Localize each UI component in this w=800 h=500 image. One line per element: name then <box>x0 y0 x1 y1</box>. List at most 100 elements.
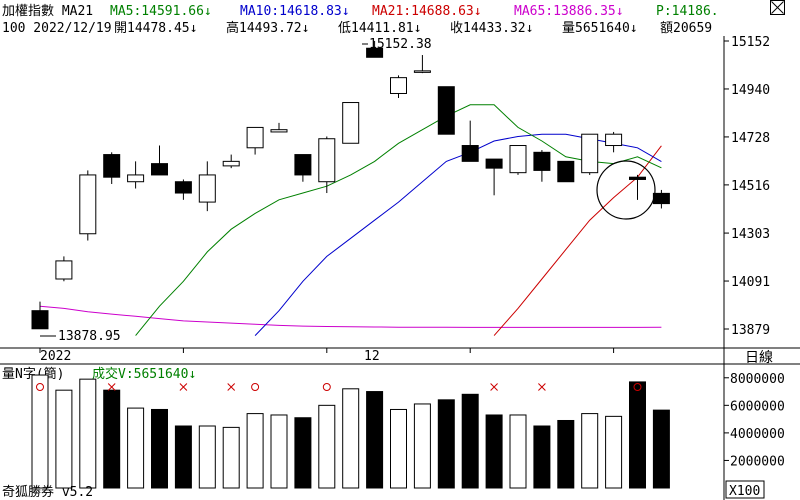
volume-bar-down <box>437 399 455 489</box>
signal-circle <box>633 383 642 391</box>
quote-high: 高14493.72↓ <box>226 20 309 36</box>
candle-down <box>461 145 479 162</box>
price-axis-label: 14940 <box>731 83 770 98</box>
low-label: 13878.95 <box>58 329 121 344</box>
volume-signals <box>36 383 642 391</box>
volume-bar-down <box>629 381 646 489</box>
quote-amount: 額20659 <box>660 21 712 36</box>
ma-legend: MA5:14591.66↓ MA10:14618.83↓ MA21:14688.… <box>110 4 719 19</box>
ma65-line <box>39 305 662 328</box>
volume-bar-down <box>461 393 479 489</box>
signal-cross <box>490 383 498 391</box>
candle-up <box>79 174 97 235</box>
volume-bar-up <box>509 414 527 489</box>
candle-up <box>605 133 623 147</box>
volume-bars <box>31 374 670 489</box>
x-tick-marks <box>39 348 615 353</box>
volume-bar-down <box>366 391 384 489</box>
quote-open: 開14478.45↓ <box>114 21 197 36</box>
price-axis-label: 14091 <box>731 275 770 290</box>
volume-axis-label: 6000000 <box>730 399 785 414</box>
candle-up <box>270 129 288 133</box>
volume-bar-up <box>198 425 216 489</box>
candle-down <box>31 310 49 330</box>
period-label[interactable]: 日線 <box>745 350 773 366</box>
volume-bar-down <box>652 409 670 489</box>
volume-axis-label: 8000000 <box>730 372 785 387</box>
price-axis-label: 14516 <box>731 179 770 194</box>
price-axis: 15152 14940 14728 14516 14303 14091 13879 <box>724 35 770 338</box>
price-axis-label: 15152 <box>731 35 770 50</box>
candle-up <box>390 77 407 94</box>
quote-low: 低14411.81↓ <box>338 21 421 36</box>
volume-bar-down <box>174 425 192 489</box>
volume-bar-up <box>222 426 240 489</box>
volume-bar-up <box>581 413 599 489</box>
candle-down <box>557 160 575 183</box>
candle-down <box>151 163 168 176</box>
signal-cross <box>179 383 188 391</box>
highlight-circle <box>596 160 656 220</box>
volume-bar-up <box>318 404 336 489</box>
candle-down <box>629 176 646 180</box>
zoom-label[interactable]: X100 <box>729 484 760 499</box>
candles <box>31 40 670 330</box>
high-label: 15152.38 <box>369 37 432 52</box>
volume-bar-up <box>55 389 73 489</box>
close-icon[interactable] <box>770 0 785 15</box>
candle-up <box>55 260 73 280</box>
volume-bar-down <box>294 417 312 489</box>
candle-up <box>413 70 431 73</box>
candle-down <box>533 151 551 171</box>
x-label-12: 12 <box>364 349 380 364</box>
volume-bar-up <box>270 414 288 489</box>
volume-bar-up <box>605 415 623 489</box>
candle-up <box>222 160 240 167</box>
price-axis-label: 14303 <box>731 227 770 242</box>
volume-bar-down <box>533 425 551 489</box>
volume-bar-up <box>31 374 49 489</box>
p-legend: P:14186. <box>656 4 719 19</box>
volume-bar-up <box>79 378 97 489</box>
candle-up <box>246 126 264 149</box>
volume-label: 成交V:5651640↓ <box>92 366 196 382</box>
candle-down <box>437 86 455 135</box>
candle-down <box>652 192 670 205</box>
ma10-legend: MA10:14618.83↓ <box>240 4 350 19</box>
volume-bar-up <box>413 403 431 489</box>
candle-down <box>103 154 121 178</box>
ma5-line <box>135 104 662 336</box>
quote-date: 100 2022/12/19 <box>2 21 112 36</box>
candle-up <box>127 174 145 183</box>
signal-cross <box>538 383 546 391</box>
volume-bar-up <box>127 407 145 489</box>
volume-axis: 8000000 6000000 4000000 2000000 <box>724 372 785 469</box>
volume-bar-down <box>151 408 168 489</box>
volume-bar-down <box>103 389 121 489</box>
volume-bar-up <box>390 408 407 489</box>
ma21-line <box>493 145 662 336</box>
candle-up <box>509 145 527 174</box>
ma5-legend: MA5:14591.66↓ <box>110 4 212 19</box>
candle-down <box>174 181 192 194</box>
ma21-legend: MA21:14688.63↓ <box>372 4 482 19</box>
signal-cross <box>227 383 236 391</box>
signal-circle <box>251 383 260 391</box>
price-axis-label: 13879 <box>731 323 770 338</box>
quote-volume: 量5651640↓ <box>562 21 638 36</box>
brand-label: 奇狐勝券 v5.2 <box>2 484 93 500</box>
quote-close: 收14433.32↓ <box>450 21 533 36</box>
price-axis-label: 14728 <box>731 131 770 146</box>
volume-panel-title: 量N字(簡) <box>2 367 64 382</box>
candle-up <box>581 133 599 174</box>
candle-up <box>342 102 360 144</box>
ma65-legend: MA65:13886.35↓ <box>514 4 624 19</box>
signal-cross <box>107 383 116 391</box>
zoom-box[interactable] <box>725 480 765 499</box>
volume-bar-up <box>246 413 264 489</box>
volume-axis-label: 2000000 <box>730 454 785 469</box>
volume-bar-up <box>342 388 360 489</box>
candle-up <box>198 174 216 203</box>
volume-axis-label: 4000000 <box>730 427 785 442</box>
